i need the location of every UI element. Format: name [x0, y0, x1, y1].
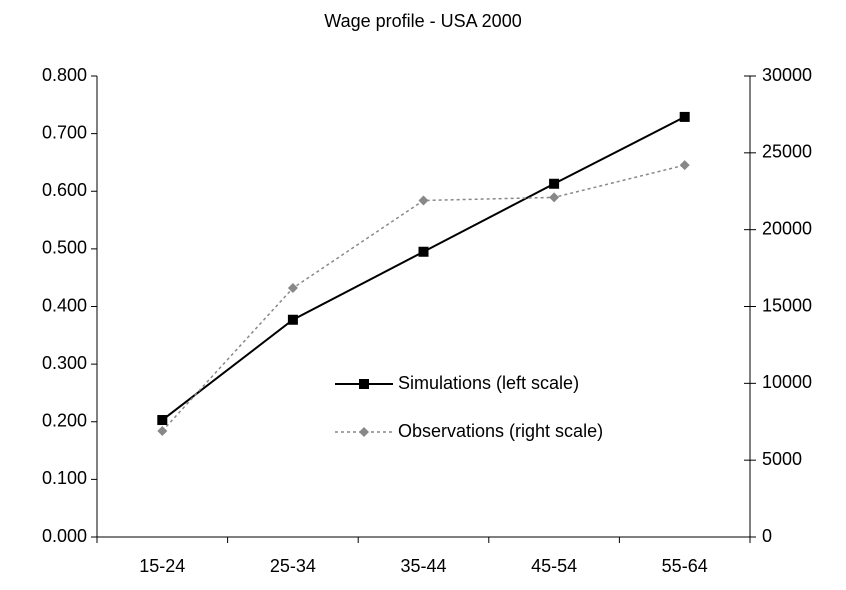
- x-tick-label: 15-24: [139, 556, 185, 576]
- y-tick-label: 0.400: [42, 295, 87, 315]
- marker: [679, 160, 690, 171]
- y-tick-label: 0.700: [42, 122, 87, 142]
- y-tick-label: 0.600: [42, 180, 87, 200]
- marker: [418, 195, 429, 206]
- y2-tick-label: 25000: [762, 142, 812, 162]
- marker: [359, 379, 369, 389]
- x-tick-label: 45-54: [531, 556, 577, 576]
- marker: [157, 415, 168, 426]
- chart-title: Wage profile - USA 2000: [324, 11, 521, 31]
- y-tick-label: 0.800: [42, 65, 87, 85]
- y-tick-label: 0.500: [42, 238, 87, 258]
- y-tick-label: 0.100: [42, 468, 87, 488]
- y2-tick-label: 5000: [762, 449, 802, 469]
- marker: [359, 427, 369, 437]
- legend-label: Observations (right scale): [398, 421, 603, 441]
- marker: [679, 111, 690, 122]
- y-tick-label: 0.200: [42, 411, 87, 431]
- marker: [418, 246, 429, 257]
- marker: [549, 178, 560, 189]
- marker: [287, 283, 298, 294]
- y2-tick-label: 0: [762, 526, 772, 546]
- x-tick-label: 55-64: [662, 556, 708, 576]
- x-tick-label: 35-44: [400, 556, 446, 576]
- marker: [549, 192, 560, 203]
- legend-label: Simulations (left scale): [398, 373, 579, 393]
- y2-tick-label: 10000: [762, 372, 812, 392]
- marker: [157, 425, 168, 436]
- y-tick-label: 0.300: [42, 353, 87, 373]
- y2-tick-label: 15000: [762, 295, 812, 315]
- marker: [287, 314, 298, 325]
- y-tick-label: 0.000: [42, 526, 87, 546]
- y2-tick-label: 20000: [762, 218, 812, 238]
- y2-tick-label: 30000: [762, 65, 812, 85]
- x-tick-label: 25-34: [270, 556, 316, 576]
